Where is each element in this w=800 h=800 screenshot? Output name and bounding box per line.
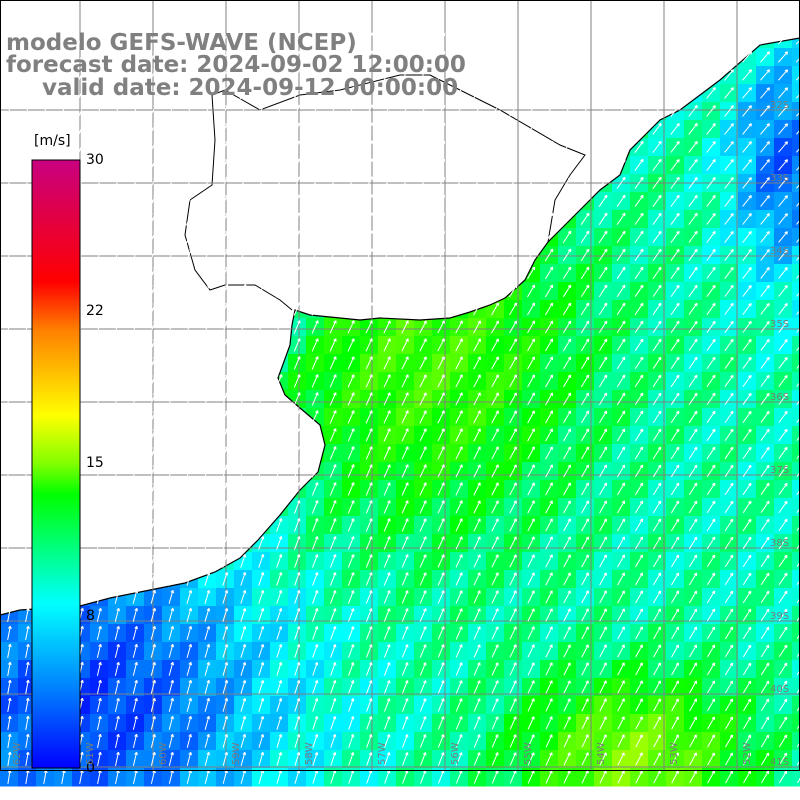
colorbar-tick-15: 15 (86, 455, 104, 471)
lon-label: 53W (669, 742, 680, 765)
colorbar-tick-30: 30 (86, 152, 104, 168)
lat-label: 37S (770, 465, 790, 476)
colorbar (31, 159, 81, 769)
lon-label: 56W (450, 742, 461, 765)
lat-label: 39S (770, 611, 790, 622)
lon-label: 62W (12, 742, 23, 765)
colorbar-unit: [m/s] (34, 133, 71, 149)
lat-label: 41S (770, 757, 790, 768)
colorbar-tick-22: 22 (86, 303, 104, 319)
lon-label: 59W (231, 742, 242, 765)
model-title: modelo GEFS-WAVE (NCEP) (6, 30, 357, 56)
lat-label: 32S (770, 100, 790, 111)
colorbar-tick-0: 0 (86, 760, 95, 776)
lat-label: 36S (770, 392, 790, 403)
valid-date: valid date: 2024-09-12 00:00:00 (42, 75, 459, 101)
lon-label: 58W (304, 742, 315, 765)
lon-label: 54W (596, 742, 607, 765)
lon-label: 57W (377, 742, 388, 765)
lat-label: 40S (770, 684, 790, 695)
lat-label: 33S (770, 173, 790, 184)
colorbar-tick-8: 8 (86, 608, 95, 624)
lon-label: 61W (85, 742, 96, 765)
lat-label: 34S (770, 246, 790, 257)
lon-label: 52W (742, 742, 753, 765)
forecast-date: forecast date: 2024-09-02 12:00:00 (6, 52, 466, 78)
lat-label: 35S (770, 319, 790, 330)
lon-label: 60W (158, 742, 169, 765)
coastline (0, 37, 800, 616)
land-mask (0, 0, 800, 615)
lon-label: 55W (523, 742, 534, 765)
lat-label: 38S (770, 538, 790, 549)
